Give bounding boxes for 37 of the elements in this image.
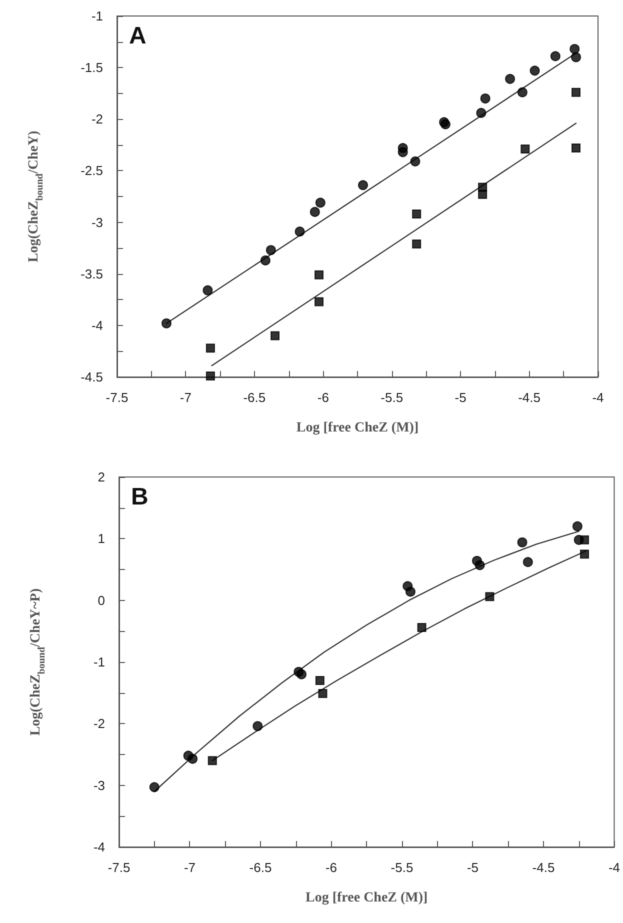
x-tick-label: -6 xyxy=(325,860,338,875)
x-tick-label: -5 xyxy=(466,860,479,875)
x-tick-label: -4 xyxy=(608,860,620,875)
y-tick-label: -4.5 xyxy=(80,370,103,384)
y-tick-label: 1 xyxy=(98,531,105,546)
y-tick-label: 0 xyxy=(98,592,105,608)
y-tick-label: -4 xyxy=(91,318,103,333)
x-tick-label: -7 xyxy=(180,390,192,405)
x-tick-label: -5 xyxy=(454,390,466,405)
x-tick-label: -7.5 xyxy=(106,390,128,405)
y-tick-label: -4 xyxy=(93,840,105,854)
x-tick-label: -7.5 xyxy=(108,860,130,875)
x-tick-label: -4.5 xyxy=(518,390,540,405)
y-tick-label: -3 xyxy=(91,214,103,230)
y-tick-label: -3.5 xyxy=(80,266,103,282)
x-tick-label: -4 xyxy=(592,390,604,405)
x-tick-label: -6.5 xyxy=(249,860,272,875)
y-tick-label: -1 xyxy=(91,8,103,24)
x-tick-label: -6.5 xyxy=(243,390,266,405)
x-tick-label: -7 xyxy=(184,860,196,875)
x-tick-label: -5.5 xyxy=(390,860,414,875)
y-axis-title: Log(CheZbound/CheY~P) xyxy=(28,588,48,736)
y-tick-label: -1.5 xyxy=(80,60,103,76)
x-tick-label: -4.5 xyxy=(532,860,555,875)
y-tick-label: -2 xyxy=(93,716,105,732)
x-axis-title: Log [free CheZ (M)] xyxy=(306,890,428,906)
y-tick-label: 2 xyxy=(98,470,105,484)
y-tick-label: -3 xyxy=(93,778,105,793)
x-tick-label: -6 xyxy=(317,390,329,405)
annotation: A xyxy=(129,22,146,50)
y-tick-label: -1 xyxy=(93,654,105,670)
x-tick-label: -5.5 xyxy=(380,390,404,405)
y-tick-label: -2.5 xyxy=(80,163,103,178)
x-axis-title: Log [free CheZ (M)] xyxy=(296,420,419,436)
y-axis-title: Log(CheZbound/CheY) xyxy=(26,130,46,262)
annotation: B xyxy=(131,484,148,510)
y-tick-label: -2 xyxy=(91,112,103,127)
